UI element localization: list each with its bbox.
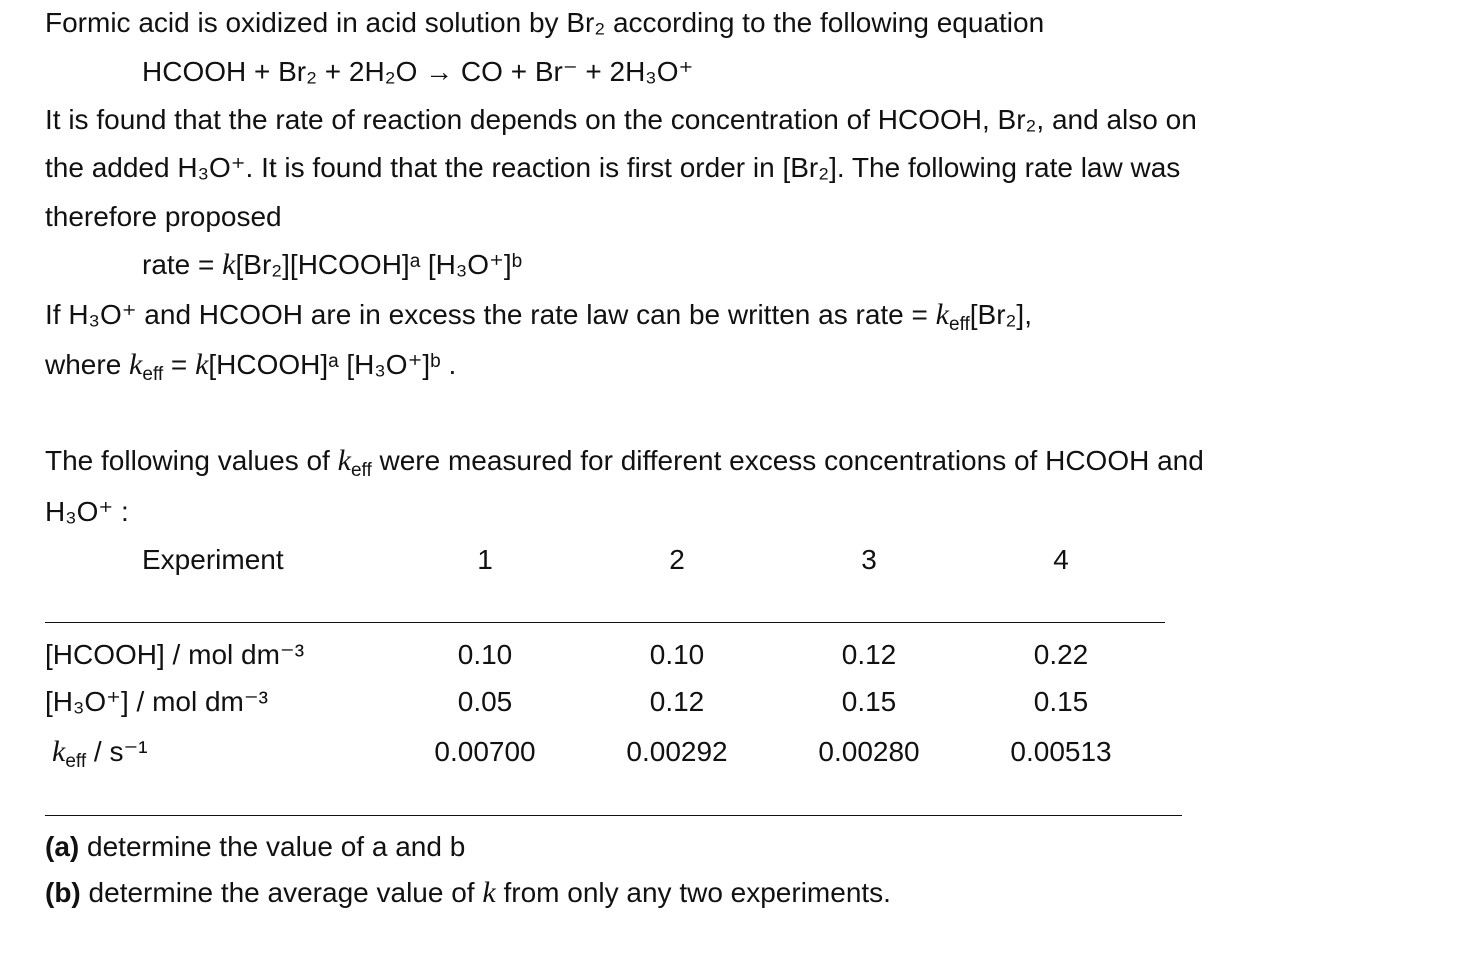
intro: Formic acid is oxidized in acid solution… (45, 7, 1045, 38)
symbol: k (482, 876, 496, 909)
text: / s⁻¹ (86, 736, 148, 767)
text: [Br₂], (969, 299, 1032, 330)
paragraph-line: It is found that the rate of reaction de… (45, 104, 1197, 135)
text: If H₃O⁺ and HCOOH are in excess the rate… (45, 299, 936, 330)
cell: 0.10 (649, 639, 705, 670)
text: where (45, 349, 130, 380)
cell: 0.12 (649, 686, 705, 717)
cell: 0.12 (841, 639, 897, 670)
question-label: (a) (45, 831, 80, 862)
table-header: 2 (669, 544, 685, 575)
text: [HCOOH]ᵃ [H₃O⁺]ᵇ . (208, 349, 457, 380)
row-label: [HCOOH] / mol dm⁻³ (45, 639, 305, 670)
row-label: keff / s⁻¹ (52, 735, 148, 779)
subscript: eff (350, 460, 372, 481)
table-header: Experiment (142, 544, 284, 575)
paragraph-line: the added H₃O⁺. It is found that the rea… (45, 152, 1181, 183)
text: determine the average value of (80, 877, 483, 908)
measured-line: H₃O⁺ : (45, 496, 129, 527)
question-label: (b) (45, 877, 81, 908)
subscript: eff (142, 364, 164, 385)
cell: 0.00700 (434, 736, 536, 767)
table-rule (45, 622, 1165, 623)
equation: HCOOH + Br₂ + 2H₂O → CO + Br⁻ + 2H₃O⁺ (142, 56, 694, 87)
text: determine the value of a and b (79, 831, 466, 862)
cell: 0.05 (457, 686, 513, 717)
cell: 0.10 (457, 639, 513, 670)
question: (b) determine the average value of k fro… (45, 876, 891, 910)
subscript: eff (949, 314, 970, 335)
table-header: 3 (861, 544, 877, 575)
text: The following values of (45, 445, 338, 476)
table-header: 1 (477, 544, 493, 575)
cell: 0.00513 (1010, 736, 1112, 767)
excess-line: If H₃O⁺ and HCOOH are in excess the rate… (45, 298, 1032, 342)
symbol: k (129, 348, 143, 381)
text: rate = (142, 249, 223, 280)
cell: 0.00280 (818, 736, 920, 767)
row-label: [H₃O⁺] / mol dm⁻³ (45, 686, 268, 717)
symbol: k (222, 248, 236, 281)
table-header: 4 (1053, 544, 1069, 575)
symbol: k (52, 735, 66, 768)
cell: 0.15 (841, 686, 897, 717)
cell: 0.15 (1033, 686, 1089, 717)
measured-line: The following values of keff were measur… (45, 444, 1204, 488)
cell: 0.00292 (626, 736, 728, 767)
table-rule (45, 815, 1182, 816)
rate-law: rate = k[Br₂][HCOOH]ᵃ [H₃O⁺]ᵇ (142, 248, 522, 282)
text: from only any two experiments. (495, 877, 891, 908)
symbol: k (935, 298, 949, 331)
symbol: k (337, 444, 351, 477)
text: were measured for different excess conce… (371, 445, 1204, 476)
symbol: k (195, 348, 209, 381)
subscript: eff (65, 751, 87, 772)
text: [Br₂][HCOOH]ᵃ [H₃O⁺]ᵇ (235, 249, 523, 280)
excess-line: where keff = k[HCOOH]ᵃ [H₃O⁺]ᵇ . (45, 348, 456, 392)
cell: 0.22 (1033, 639, 1089, 670)
question: (a) determine the value of a and b (45, 830, 465, 864)
text: = (163, 349, 196, 380)
paragraph-line: therefore proposed (45, 201, 282, 232)
